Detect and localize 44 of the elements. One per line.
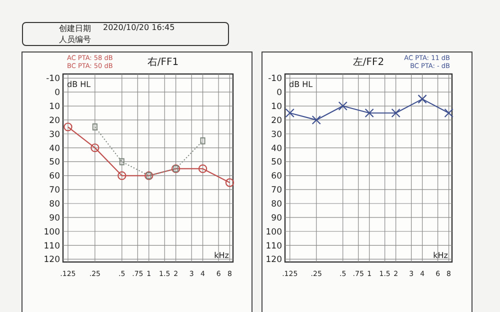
y-tick-label: 120 — [266, 255, 282, 266]
y-tick-label: 110 — [266, 241, 282, 252]
y-tick-label: 50 — [271, 158, 282, 168]
text: 创建日期 — [59, 23, 91, 34]
point — [418, 94, 427, 104]
x-axis-title: kHz — [214, 251, 229, 260]
point — [391, 108, 400, 118]
y-tick-label: 30 — [49, 130, 60, 140]
y-tick-label: 60 — [271, 172, 282, 182]
y-tick-label: 0 — [54, 88, 60, 98]
y-tick-label: 120 — [44, 255, 60, 266]
text: 人员编号 — [59, 34, 91, 45]
y-tick-label: 90 — [49, 213, 60, 224]
y-tick-label: 100 — [44, 227, 60, 238]
text: 2020/10/20 16:45 — [103, 23, 175, 32]
y-tick-label: 90 — [271, 213, 282, 224]
point — [312, 115, 321, 125]
chart-title: 左/FF2 — [352, 56, 384, 68]
y-axis-title: dB HL — [289, 80, 314, 89]
point — [364, 108, 374, 118]
y-tick-label: 70 — [271, 186, 282, 196]
y-tick-label: 20 — [271, 116, 282, 126]
y-tick-label: 0 — [276, 88, 282, 98]
y-tick-label: 20 — [49, 116, 60, 126]
point — [285, 108, 294, 118]
y-tick-label: 100 — [266, 227, 282, 238]
x-axis-title: kHz — [433, 251, 448, 260]
chart-title: 右/FF1 — [147, 57, 179, 68]
point — [338, 101, 348, 111]
y-tick-label: 40 — [271, 144, 282, 154]
y-tick-label: 80 — [49, 200, 60, 210]
y-tick-label: -10 — [268, 74, 282, 84]
y-axis-title: dB HL — [67, 80, 92, 89]
y-tick-label: 40 — [49, 144, 60, 154]
y-tick-label: 60 — [49, 172, 60, 182]
y-tick-label: 10 — [271, 102, 282, 112]
y-tick-label: 10 — [49, 102, 60, 112]
y-tick-label: 80 — [271, 200, 282, 210]
point — [444, 108, 454, 118]
y-tick-label: 30 — [271, 130, 282, 140]
y-tick-label: 50 — [49, 158, 60, 168]
y-tick-label: 110 — [44, 241, 60, 252]
y-tick-label: 70 — [49, 186, 60, 196]
y-tick-label: -10 — [46, 74, 60, 84]
